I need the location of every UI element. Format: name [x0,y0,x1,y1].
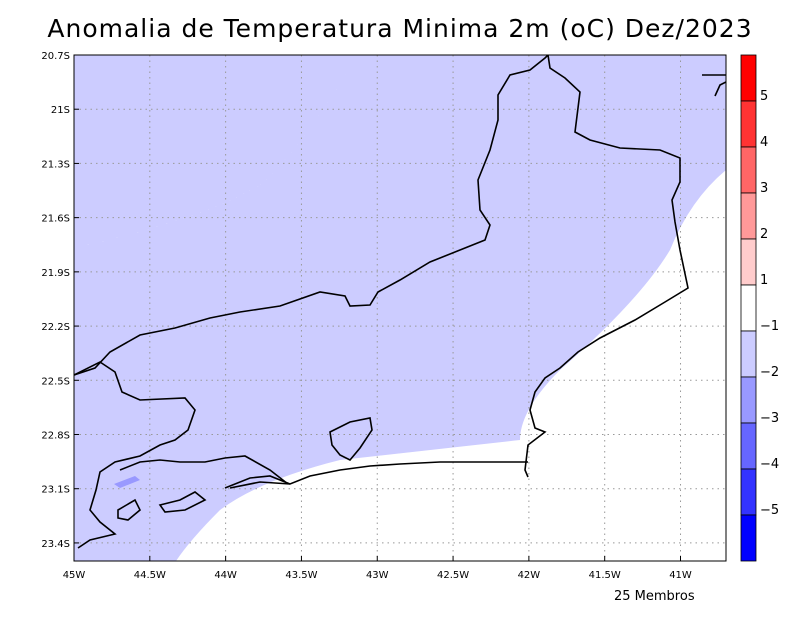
x-tick-label: 43W [366,570,389,581]
y-tick-label: 23.1S [41,485,70,496]
colorbar-label: 1 [760,273,768,288]
colorbar-label: −5 [760,503,779,518]
colorbar-label: 5 [760,89,768,104]
state-borders [74,55,726,549]
grid-lines [74,55,726,561]
ensemble-members-note: 25 Membros [614,589,695,604]
colorbar-segment [740,100,757,148]
rj-border-north [74,55,549,376]
x-tick-label: 43.5W [285,570,317,581]
colorbar: 5 4 3 2 1 −1 −2 −3 −4 −5 [740,54,779,562]
map-title: Anomalia de Temperatura Minima 2m (oC) D… [47,14,753,43]
y-tick-label: 22.8S [41,431,70,442]
y-tick-label: 21S [51,105,70,116]
x-tick-label: 41W [669,570,692,581]
anomaly-minimum-patch [114,476,140,488]
x-tick-label: 44.5W [134,570,166,581]
colorbar-segment [740,54,757,102]
colorbar-segment [740,192,757,240]
colorbar-label: −2 [760,365,779,380]
y-axis-ticks: 20.7S 21S 21.3S 21.6S 21.9S 22.2S 22.5S 22.8S 23… [41,51,79,550]
colorbar-segment [740,376,757,424]
rj-border-west [74,361,196,549]
colorbar-segment [740,330,757,378]
y-tick-label: 22.5S [41,376,70,387]
x-tick-label: 44W [214,570,237,581]
colorbar-label: −4 [760,457,779,472]
rj-border-east [524,55,689,478]
x-tick-label: 42.5W [437,570,469,581]
colorbar-label: −1 [760,319,779,334]
colorbar-segment [740,146,757,194]
y-tick-label: 21.3S [41,159,70,170]
x-tick-label: 41.5W [589,570,621,581]
y-tick-label: 21.9S [41,268,70,279]
x-tick-label: 45W [63,570,86,581]
plot-frame [73,54,727,562]
colorbar-label: 2 [760,227,768,242]
y-tick-label: 20.7S [41,51,70,62]
x-tick-label: 42W [518,570,541,581]
coast-north-right [702,74,726,97]
y-tick-label: 21.6S [41,214,70,225]
y-tick-label: 22.2S [41,322,70,333]
colorbar-segment [740,422,757,470]
coast-bays [117,417,373,521]
colorbar-label: 4 [760,135,768,150]
anomaly-shading [74,55,726,561]
colorbar-segment [740,284,757,332]
colorbar-label: −3 [760,411,779,426]
colorbar-segment [740,238,757,286]
y-tick-label: 23.4S [41,539,70,550]
x-axis-ticks: 45W 44.5W 44W 43.5W 43W 42.5W 42W 41.5W 41W [63,556,692,581]
colorbar-segment [740,468,757,516]
colorbar-label: 3 [760,181,768,196]
colorbar-segment [740,514,757,562]
rj-coast-south [229,461,528,489]
